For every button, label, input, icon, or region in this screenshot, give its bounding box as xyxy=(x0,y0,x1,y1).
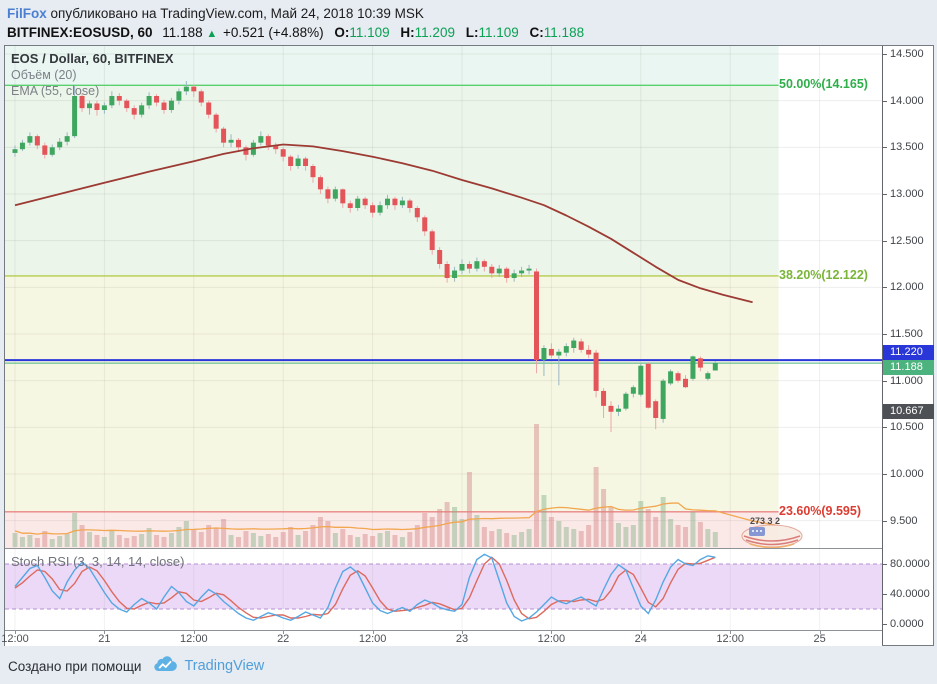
time-tick-dash xyxy=(283,631,285,634)
time-axis[interactable]: 12:00 21 12:00 22 12:00 23 12:00 24 12:00 25 xyxy=(1,631,882,646)
price-tick-dash xyxy=(883,240,887,242)
tradingview-brand-link[interactable]: TradingView xyxy=(184,658,265,674)
price-tick-label: 13.500 xyxy=(890,141,924,154)
published-text: опубликовано на TradingView.com, Май 24,… xyxy=(50,6,424,21)
symbol-line: BITFINEX:EOSUSD, 60 11.188 ▲ +0.521 (+4.… xyxy=(7,23,937,44)
time-tick-label: 12:00 xyxy=(358,633,387,645)
time-tick-label: 24 xyxy=(634,633,647,645)
price-tick-dash xyxy=(883,147,887,149)
ema-line xyxy=(14,143,753,304)
time-tick-label: 12:00 xyxy=(180,633,208,645)
time-tick-label: 21 xyxy=(98,633,111,645)
close-label: C: xyxy=(529,25,544,40)
price-tick-label: 10.000 xyxy=(890,467,924,480)
price-tick-label: 10.500 xyxy=(890,421,924,434)
price-tick-label: 0.0000 xyxy=(890,618,924,630)
price-tick-label: 11.500 xyxy=(890,327,923,340)
price-axis[interactable]: 14.500 14.000 13.500 13.000 12.500 12.000 11.5… xyxy=(882,46,934,645)
price-tick-dash xyxy=(883,287,887,289)
stoch-k-line xyxy=(14,553,716,622)
symbol-name: BITFINEX:EOSUSD, 60 xyxy=(7,25,153,40)
close-value: 11.188 xyxy=(543,25,585,40)
last-price-badge: 11.188 xyxy=(883,359,934,375)
filfox-logo[interactable]: FilFox xyxy=(7,6,47,21)
time-axis-separator xyxy=(5,630,933,631)
price-tick-dash xyxy=(883,100,887,102)
stoch-band xyxy=(5,564,882,609)
low-label: L: xyxy=(465,25,479,40)
price-tick-label: 12.500 xyxy=(890,234,924,247)
price-line-badge: 11.220 xyxy=(883,344,934,360)
price-tick-dash xyxy=(883,473,887,475)
pane-separator[interactable] xyxy=(5,548,933,549)
volume-ma-line xyxy=(14,502,776,535)
price-tick-label: 14.500 xyxy=(890,48,924,60)
time-tick-label: 12:00 xyxy=(537,633,566,645)
last-price: 11.188 xyxy=(162,25,203,40)
high-value: 11.209 xyxy=(414,25,455,40)
candlestick-series xyxy=(12,81,718,432)
time-tick-label: 12:00 xyxy=(1,633,29,645)
time-tick-label: 25 xyxy=(813,633,826,645)
grid xyxy=(5,46,882,548)
published-line: FilFox опубликовано на TradingView.com, … xyxy=(7,4,937,23)
time-tick-dash xyxy=(104,631,106,634)
price-tick-dash xyxy=(883,594,887,595)
time-tick-dash xyxy=(193,631,195,634)
open-value: 11.109 xyxy=(349,25,390,40)
open-label: O: xyxy=(334,25,350,40)
footer-created-text: Создано при помощи xyxy=(8,658,142,674)
fib-level-label: 50.00%(14.165) xyxy=(779,77,868,92)
svg-text:273 3 2: 273 3 2 xyxy=(750,516,780,526)
stoch-legend[interactable]: Stoch RSI (3, 3, 14, 14, close) xyxy=(11,554,185,569)
time-tick-dash xyxy=(372,631,374,634)
time-tick-label: 23 xyxy=(455,633,469,645)
price-tick-label: 11.000 xyxy=(890,374,923,387)
price-tick-dash xyxy=(883,380,887,382)
footer: Создано при помощи TradingView xyxy=(0,646,937,684)
fib-lines[interactable] xyxy=(5,84,779,513)
main-price-pane[interactable]: 273 3 2 xyxy=(5,46,882,548)
low-price-badge: 10.667 xyxy=(883,404,934,420)
price-tick-dash xyxy=(883,427,887,429)
time-tick-dash xyxy=(15,631,16,634)
volume-bars xyxy=(12,424,718,547)
price-tick-label: 40.0000 xyxy=(890,588,930,600)
price-tick-label: 12.000 xyxy=(890,281,924,294)
tradingview-logo-icon[interactable] xyxy=(153,655,178,677)
price-tick-dash xyxy=(883,520,887,522)
price-tick-label: 9.500 xyxy=(890,514,918,527)
price-tick-dash xyxy=(883,54,887,55)
price-lines[interactable] xyxy=(5,359,882,364)
price-tick-dash xyxy=(883,564,887,565)
stoch-rsi-pane[interactable] xyxy=(5,549,882,630)
price-tick-dash xyxy=(883,193,887,195)
price-tick-label: 14.000 xyxy=(890,94,924,107)
time-tick-dash xyxy=(730,631,732,634)
high-label: H: xyxy=(400,25,415,40)
time-tick-dash xyxy=(551,631,553,634)
time-tick-label: 22 xyxy=(277,633,290,645)
watermark-logo: 273 3 2 xyxy=(741,516,803,548)
price-change: +0.521 (+4.88%) xyxy=(223,25,324,40)
fib-level-label: 38.20%(12.122) xyxy=(779,267,868,282)
fib-zones xyxy=(5,46,779,548)
up-triangle-icon: ▲ xyxy=(206,28,218,40)
price-tick-dash xyxy=(883,333,887,335)
chart-frame: 273 3 2 EOS / Dollar, 60, BITFINEX Объём… xyxy=(1,45,934,646)
time-tick-dash xyxy=(462,631,463,634)
time-tick-label: 12:00 xyxy=(716,633,744,645)
low-value: 11.109 xyxy=(478,25,519,40)
fib-level-label: 23.60%(9.595) xyxy=(779,503,862,518)
time-tick-dash xyxy=(819,631,821,634)
time-tick-dash xyxy=(640,631,642,634)
price-tick-dash xyxy=(883,624,887,625)
price-tick-label: 13.000 xyxy=(890,187,924,200)
price-tick-label: 80.0000 xyxy=(890,558,930,570)
header: FilFox опубликовано на TradingView.com, … xyxy=(0,0,937,45)
